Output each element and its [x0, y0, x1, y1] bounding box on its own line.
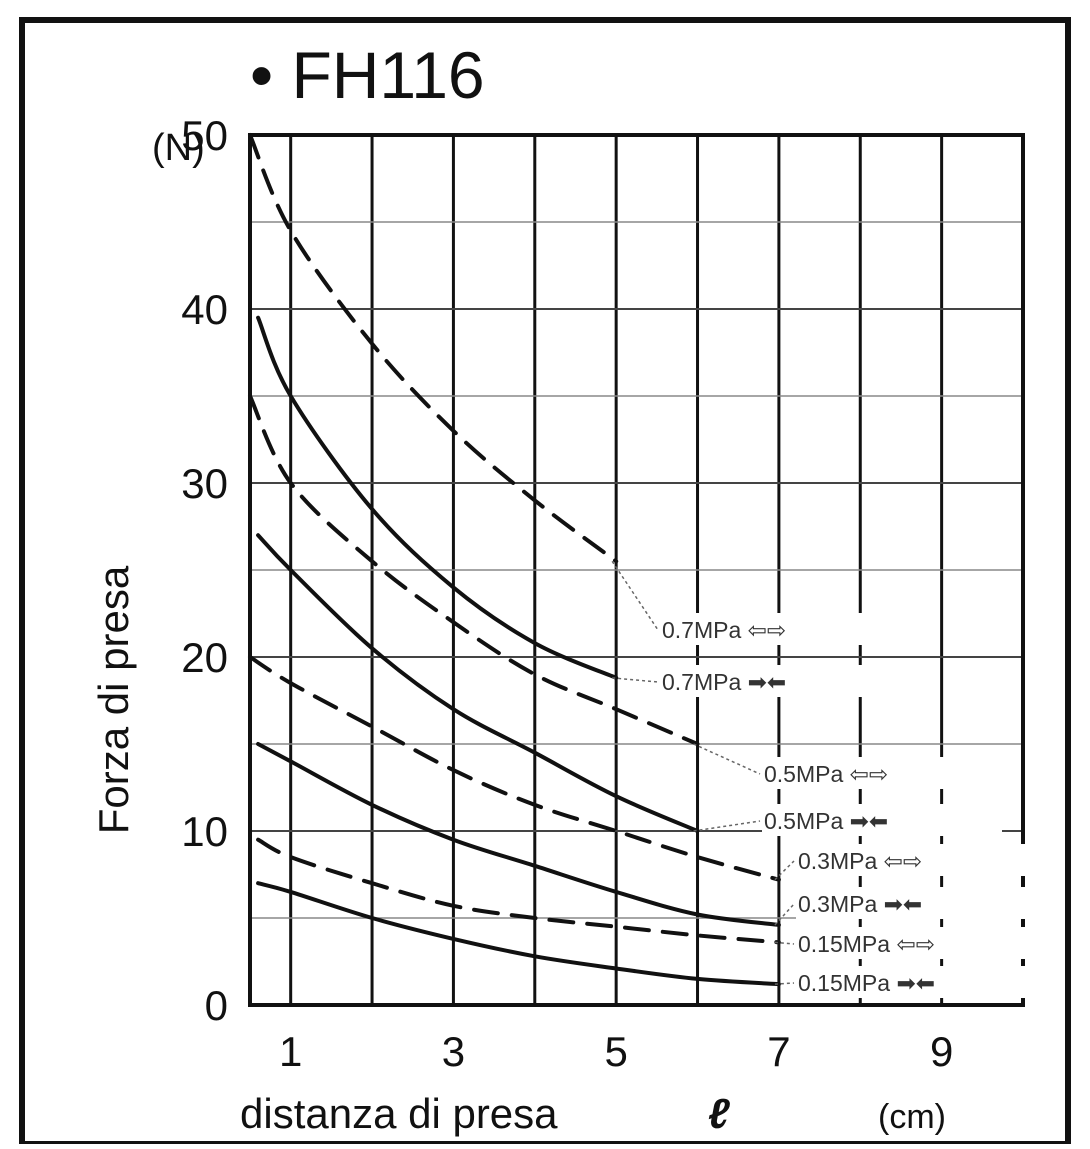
chart-title: • FH116 [250, 38, 485, 112]
series-layer [248, 133, 781, 987]
legend-leader-line [693, 820, 761, 832]
legend-leader-line [612, 677, 659, 683]
legend-label-background [796, 966, 1036, 998]
y-tick-label: 30 [181, 460, 228, 507]
legend-label-background [796, 927, 1036, 959]
x-tick-label: 5 [604, 1028, 627, 1075]
x-axis-unit: (cm) [878, 1098, 946, 1136]
x-tick-label: 1 [279, 1028, 302, 1075]
legend-label-background [762, 757, 1002, 789]
legend-entry: 0.3MPa ➡⬅ [798, 891, 922, 917]
series-line [248, 133, 619, 564]
legend-entry: 0.7MPa ➡⬅ [662, 669, 786, 695]
legend-leader-line [774, 860, 795, 881]
series-line [256, 881, 781, 987]
legend-entry: 0.15MPa ⇦⇨ [798, 931, 935, 957]
y-axis-label: Forza di presa [90, 565, 137, 834]
y-tick-label: 40 [181, 286, 228, 333]
x-tick-label: 3 [442, 1028, 465, 1075]
legend-entry: 0.15MPa ➡⬅ [798, 970, 935, 996]
legend-label-background [660, 613, 884, 645]
legend-entry: 0.5MPa ➡⬅ [764, 808, 888, 834]
legend-entry: 0.3MPa ⇦⇨ [798, 848, 922, 874]
series-line [256, 533, 700, 833]
y-tick-label: 10 [181, 808, 228, 855]
series-line [248, 394, 700, 746]
x-tick-label: 9 [930, 1028, 953, 1075]
y-tick-label: 0 [205, 982, 228, 1029]
legend-entry: 0.5MPa ⇦⇨ [764, 761, 888, 787]
x-tick-label: 7 [767, 1028, 790, 1075]
y-tick-label: 50 [181, 112, 228, 159]
legend-entry: 0.7MPa ⇦⇨ [662, 617, 786, 643]
legend-leader-line [611, 560, 659, 631]
y-axis-unit: (N) [152, 127, 205, 169]
series-line [256, 837, 781, 945]
legend-label-background [762, 804, 1002, 836]
grid [248, 133, 1025, 1007]
x-tick-labels: 1 3 5 7 9 [279, 1028, 953, 1075]
y-tick-labels: 0 10 20 30 40 50 [181, 112, 228, 1029]
series-line [256, 742, 781, 927]
plot-area-border [248, 133, 1025, 1007]
legend-label-background [796, 844, 1036, 876]
x-axis-symbol: ℓ [708, 1090, 730, 1137]
y-tick-label: 20 [181, 634, 228, 681]
series-line [248, 655, 781, 882]
legend-leader-line [774, 903, 795, 926]
x-axis-label: distanza di presa [240, 1090, 558, 1137]
series-line [256, 315, 619, 680]
legend-label-background [796, 887, 1036, 919]
legend: 0.7MPa ⇦⇨ 0.7MPa ➡⬅ 0.5MPa ⇦⇨ 0.5MPa ➡⬅ 0.3M… [611, 560, 1036, 998]
legend-label-background [660, 665, 884, 697]
legend-leader-line [693, 743, 761, 775]
